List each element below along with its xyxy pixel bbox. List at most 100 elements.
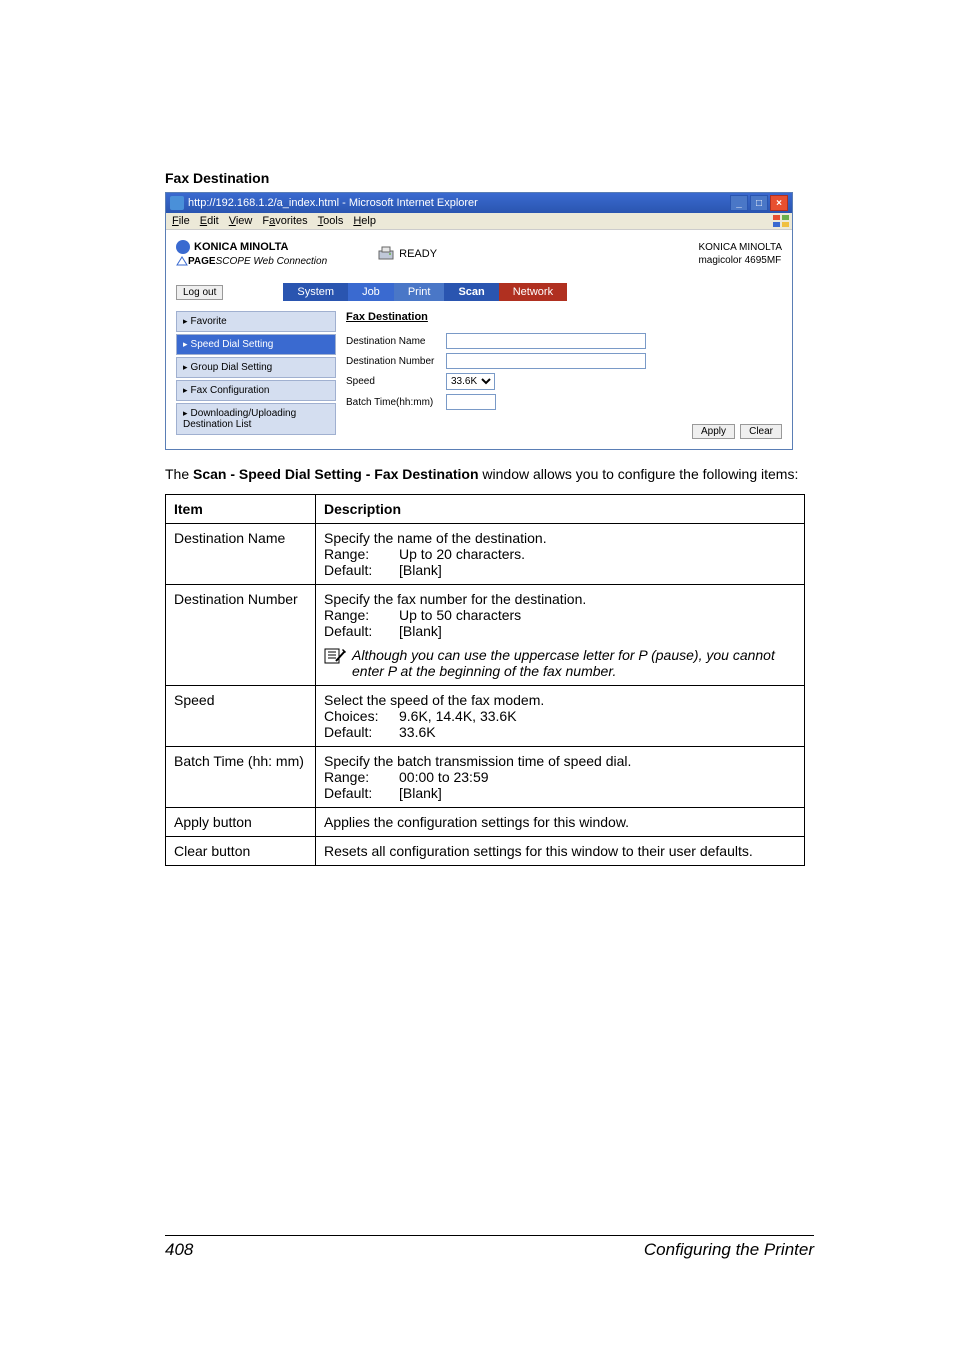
choices-label: Choices: [324, 708, 399, 724]
sidebar-item-label: Speed Dial Setting [191, 339, 274, 350]
section-heading: Fax Destination [165, 170, 814, 186]
range-label: Range: [324, 769, 399, 785]
tab-print[interactable]: Print [394, 283, 445, 301]
brand-circle-icon [176, 240, 190, 254]
batch-time-label: Batch Time(hh:mm) [346, 397, 446, 408]
pagescope-suffix: SCOPE [216, 256, 251, 267]
dest-number-input[interactable] [446, 353, 646, 369]
window-title: http://192.168.1.2/a_index.html - Micros… [188, 197, 730, 209]
sidebar-item-fax-config[interactable]: ▸Fax Configuration [176, 380, 336, 401]
th-description: Description [316, 495, 805, 524]
tab-job[interactable]: Job [348, 283, 394, 301]
row-batch-item: Batch Time (hh: mm) [166, 747, 316, 808]
sidebar-item-download-upload[interactable]: ▸Downloading/Uploading Destination List [176, 403, 336, 435]
maximize-button[interactable]: □ [750, 195, 768, 211]
default-value: [Blank] [399, 562, 442, 578]
device-model: magicolor 4695MF [698, 254, 782, 267]
default-value: 33.6K [399, 724, 436, 740]
sidebar-item-label: Fax Configuration [191, 385, 270, 396]
intro-post: window allows you to configure the follo… [479, 466, 799, 482]
brand-text: KONICA MINOLTA [194, 241, 289, 253]
sidebar-item-favorite[interactable]: ▸Favorite [176, 311, 336, 332]
desc-line: Select the speed of the fax modem. [324, 692, 796, 708]
description-table: Item Description Destination Name Specif… [165, 494, 805, 866]
sidebar-item-label: Favorite [191, 316, 227, 327]
row-dest-number-item: Destination Number [166, 585, 316, 686]
device-brand: KONICA MINOLTA [698, 241, 782, 254]
range-value: Up to 20 characters. [399, 546, 525, 562]
printer-icon [377, 246, 395, 262]
page-footer: 408 Configuring the Printer [165, 1235, 814, 1260]
default-label: Default: [324, 623, 399, 639]
speed-label: Speed [346, 376, 446, 387]
menu-view[interactable]: View [229, 215, 253, 227]
note-icon [324, 647, 346, 665]
menu-file[interactable]: File [172, 215, 190, 227]
row-apply-desc: Applies the configuration settings for t… [316, 808, 805, 837]
footer-title: Configuring the Printer [644, 1240, 814, 1260]
range-label: Range: [324, 546, 399, 562]
tab-scan[interactable]: Scan [444, 283, 498, 301]
row-dest-name-desc: Specify the name of the destination. Ran… [316, 524, 805, 585]
default-label: Default: [324, 562, 399, 578]
menubar: File Edit View Favorites Tools Help [166, 213, 792, 230]
desc-line: Specify the fax number for the destinati… [324, 591, 796, 607]
form-panel: Fax Destination Destination Name Destina… [346, 311, 782, 439]
browser-window: http://192.168.1.2/a_index.html - Micros… [165, 192, 793, 450]
pagescope-prefix: PAGE [188, 256, 216, 267]
intro-paragraph: The Scan - Speed Dial Setting - Fax Dest… [165, 464, 814, 484]
clear-button[interactable]: Clear [740, 424, 782, 439]
menu-favorites[interactable]: Favorites [262, 215, 307, 227]
intro-pre: The [165, 466, 193, 482]
ready-status: READY [399, 248, 437, 260]
apply-button[interactable]: Apply [692, 424, 735, 439]
intro-bold: Scan - Speed Dial Setting - Fax Destinat… [193, 466, 479, 482]
tab-network[interactable]: Network [499, 283, 567, 301]
dest-name-label: Destination Name [346, 336, 446, 347]
th-item: Item [166, 495, 316, 524]
row-speed-item: Speed [166, 686, 316, 747]
row-batch-desc: Specify the batch transmission time of s… [316, 747, 805, 808]
brand-logo: KONICA MINOLTA [176, 240, 327, 254]
menu-tools[interactable]: Tools [318, 215, 344, 227]
windows-logo-icon [772, 214, 790, 228]
sidebar-item-label: Group Dial Setting [191, 362, 273, 373]
logout-button[interactable]: Log out [176, 285, 223, 300]
default-value: [Blank] [399, 623, 442, 639]
dest-number-label: Destination Number [346, 356, 446, 367]
row-clear-desc: Resets all configuration settings for th… [316, 837, 805, 866]
sidebar: ▸Favorite ▸Speed Dial Setting ▸Group Dia… [176, 311, 336, 439]
row-dest-number-desc: Specify the fax number for the destinati… [316, 585, 805, 686]
default-label: Default: [324, 724, 399, 740]
note-text: Although you can use the uppercase lette… [352, 647, 796, 679]
row-dest-name-item: Destination Name [166, 524, 316, 585]
titlebar: http://192.168.1.2/a_index.html - Micros… [166, 193, 792, 213]
menu-edit[interactable]: Edit [200, 215, 219, 227]
default-label: Default: [324, 785, 399, 801]
pagescope-label: PAGESCOPE Web Connection [176, 256, 327, 267]
close-button[interactable]: × [770, 195, 788, 211]
sidebar-item-group-dial[interactable]: ▸Group Dial Setting [176, 357, 336, 378]
row-apply-item: Apply button [166, 808, 316, 837]
range-value: Up to 50 characters [399, 607, 521, 623]
range-label: Range: [324, 607, 399, 623]
pagescope-text: Web Connection [251, 256, 328, 267]
dest-name-input[interactable] [446, 333, 646, 349]
page-number: 408 [165, 1240, 193, 1260]
desc-line: Specify the batch transmission time of s… [324, 753, 796, 769]
row-speed-desc: Select the speed of the fax modem. Choic… [316, 686, 805, 747]
form-title: Fax Destination [346, 311, 782, 323]
row-clear-item: Clear button [166, 837, 316, 866]
default-value: [Blank] [399, 785, 442, 801]
menu-help[interactable]: Help [353, 215, 376, 227]
ie-icon [170, 196, 184, 210]
sidebar-item-speed-dial[interactable]: ▸Speed Dial Setting [176, 334, 336, 355]
desc-line: Specify the name of the destination. [324, 530, 796, 546]
speed-select[interactable]: 33.6K [446, 373, 495, 390]
tab-system[interactable]: System [283, 283, 348, 301]
range-value: 00:00 to 23:59 [399, 769, 489, 785]
sidebar-item-label: Downloading/Uploading Destination List [183, 408, 296, 430]
batch-time-input[interactable] [446, 394, 496, 410]
minimize-button[interactable]: _ [730, 195, 748, 211]
choices-value: 9.6K, 14.4K, 33.6K [399, 708, 517, 724]
